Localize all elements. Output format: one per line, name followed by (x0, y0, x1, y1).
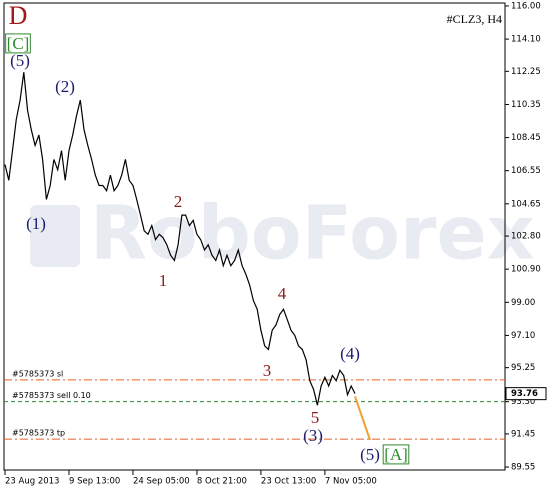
wave-label: (1) (26, 214, 46, 233)
wave-label: 4 (278, 284, 287, 303)
wave-label: 5 (311, 408, 320, 427)
wave-label: (5) (360, 445, 380, 464)
y-tick-label: 104.65 (511, 199, 541, 209)
watermark: RoboForex (90, 191, 534, 277)
level-label: #5785373 tp (12, 429, 65, 438)
price-box (505, 387, 547, 401)
y-tick-label: 97.10 (511, 331, 535, 341)
y-tick-label: 91.45 (511, 429, 535, 439)
wave-label: [C] (7, 34, 30, 53)
y-tick-label: 99.00 (511, 298, 535, 308)
label-frame (5, 33, 31, 54)
y-tick-label: 106.55 (511, 166, 541, 176)
y-tick-label: 116.00 (511, 1, 541, 11)
x-tick-label: 8 Oct 21:00 (197, 477, 247, 487)
x-tick-label: 23 Oct 13:00 (261, 477, 316, 487)
x-tick-label: 24 Sep 05:00 (133, 477, 190, 487)
label-frame (382, 444, 410, 465)
wave-label: 3 (263, 361, 272, 380)
x-tick-label: 9 Sep 13:00 (69, 477, 120, 487)
y-tick-label: 102.80 (511, 232, 541, 242)
x-tick-label: 7 Nov 05:00 (325, 477, 377, 487)
wave-label: (5) (10, 51, 30, 70)
wave-label: (2) (55, 77, 75, 96)
y-tick-label: 110.35 (511, 100, 541, 110)
y-tick-label: 93.30 (511, 397, 535, 407)
price-label: 93.76 (511, 389, 538, 399)
y-tick-label: 108.45 (511, 133, 541, 143)
wave-label: 1 (159, 271, 168, 290)
y-tick-label: 95.25 (511, 363, 535, 373)
wave-label: 2 (174, 192, 183, 211)
y-tick-label: 114.10 (511, 35, 541, 45)
wave-label: (4) (340, 344, 360, 363)
watermark-logo (30, 205, 80, 267)
y-tick-label: 100.90 (511, 265, 541, 275)
chart-title: #CLZ3, H4 (447, 12, 502, 26)
x-tick-label: 23 Aug 2013 (5, 477, 59, 487)
y-tick-label: 112.25 (511, 67, 541, 77)
wave-label: (3) (303, 426, 323, 445)
level-label: #5785373 sell 0.10 (12, 391, 91, 400)
price-line (4, 72, 356, 406)
level-label: #5785373 sl (12, 369, 63, 378)
y-tick-label: 89.55 (511, 463, 535, 473)
wave-label: D (9, 1, 28, 30)
forecast-line (354, 396, 371, 441)
wave-label: [A] (384, 445, 408, 464)
